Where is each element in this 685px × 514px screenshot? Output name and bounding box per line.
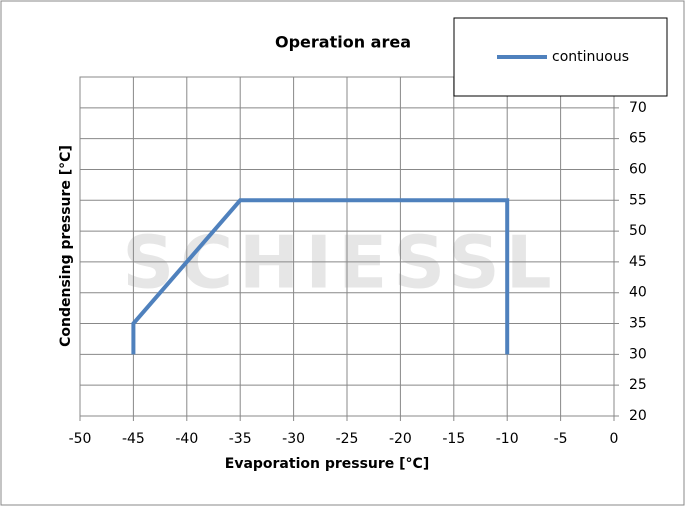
y-tick-label: 30: [629, 346, 647, 362]
y-tick-label: 25: [629, 377, 647, 393]
y-tick-label: 40: [629, 285, 647, 301]
x-tick-label: 0: [610, 431, 619, 447]
y-tick-label: 65: [629, 131, 647, 147]
x-tick-label: -50: [69, 431, 92, 447]
data-line: [131, 198, 510, 355]
x-tick-label: -25: [336, 431, 359, 447]
x-tick-label: -20: [389, 431, 412, 447]
x-tick-label: -30: [282, 431, 305, 447]
x-axis-label: Evaporation pressure [°C]: [225, 456, 429, 472]
y-tick-label: 50: [629, 223, 647, 239]
x-tick-label: -40: [175, 431, 198, 447]
legend-box: [453, 17, 668, 97]
y-tick-label: 35: [629, 316, 647, 332]
y-tick-label: 55: [629, 192, 647, 208]
y-tick-label: 45: [629, 254, 647, 270]
y-axis-label: Condensing pressure [°C]: [58, 145, 74, 347]
watermark: SCHIESSL: [122, 221, 557, 305]
x-tick-label: -5: [554, 431, 568, 447]
y-tick-label: 60: [629, 161, 647, 177]
x-tick-label: -35: [229, 431, 252, 447]
y-tick-label: 20: [629, 408, 647, 424]
chart-title: Operation area: [275, 33, 411, 52]
x-tick-label: -45: [122, 431, 145, 447]
legend-label: continuous: [552, 49, 629, 65]
y-tick-label: 70: [629, 100, 647, 116]
x-tick-label: -10: [496, 431, 519, 447]
x-tick-label: -15: [442, 431, 465, 447]
